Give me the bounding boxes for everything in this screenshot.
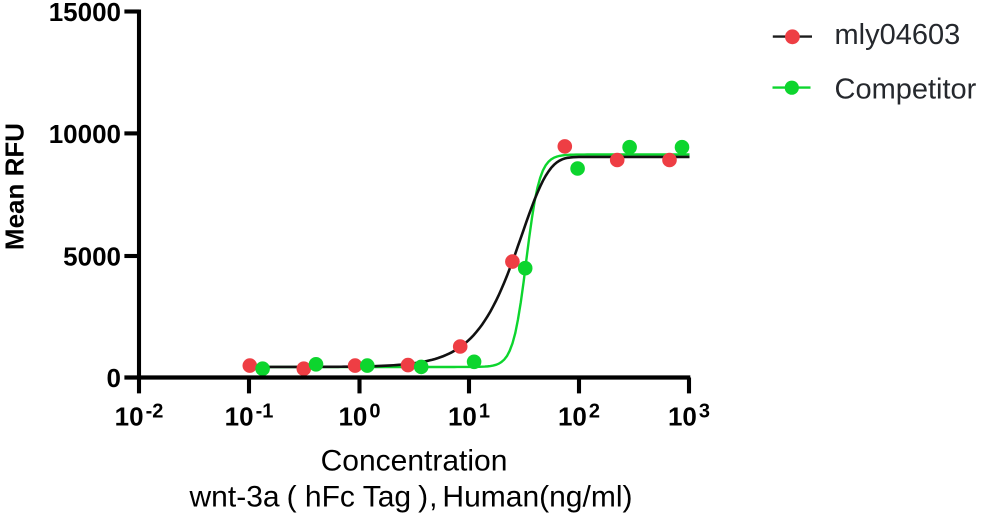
svg-text:Mean RFU: Mean RFU: [0, 123, 30, 250]
svg-text:0: 0: [107, 363, 121, 393]
svg-text:15000: 15000: [49, 0, 121, 27]
svg-text:10000: 10000: [49, 119, 121, 149]
svg-text:Competitor: Competitor: [835, 73, 977, 105]
svg-text:mly04603: mly04603: [835, 19, 961, 51]
svg-text:Concentration: Concentration: [321, 445, 508, 478]
svg-text:5000: 5000: [63, 242, 121, 272]
svg-text:wnt-3a( hFc Tag),Human(ng/ml): wnt-3a( hFc Tag), Human(ng/ml): [189, 480, 633, 513]
